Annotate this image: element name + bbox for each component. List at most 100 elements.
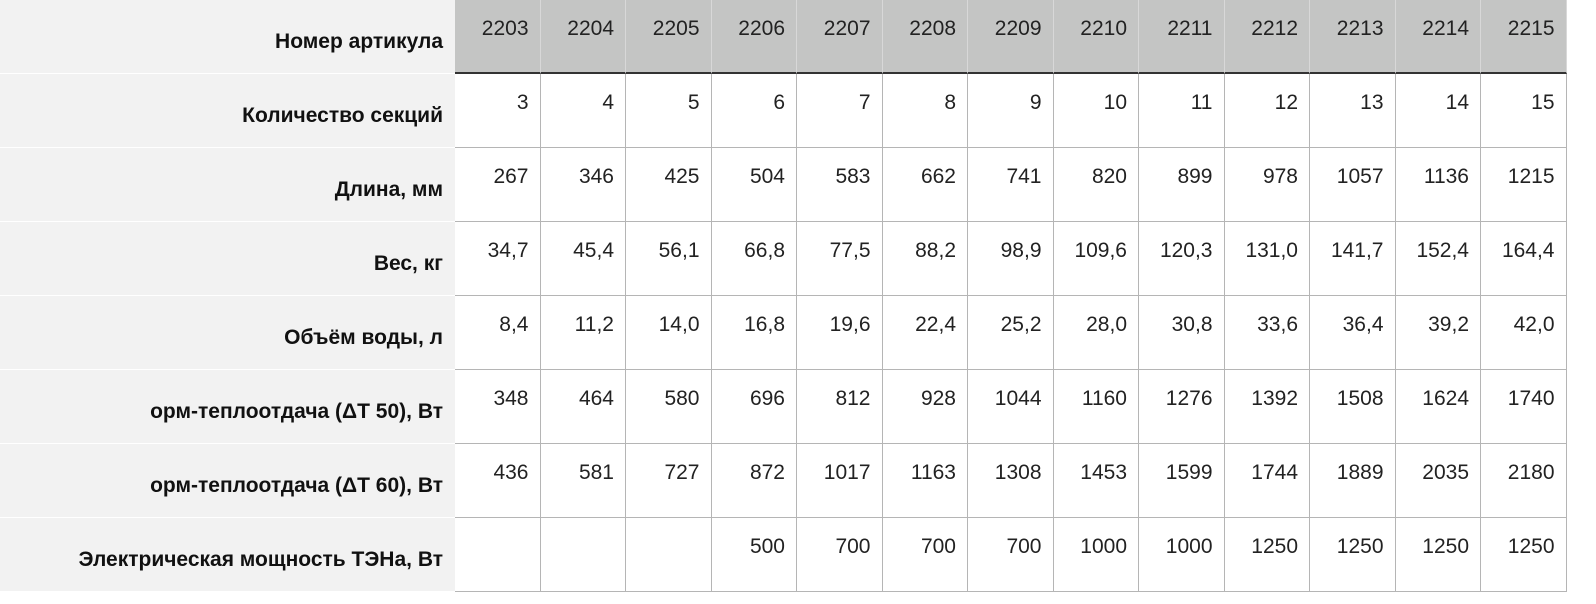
column-header: 2208 — [882, 0, 968, 74]
column-header: 2205 — [626, 0, 712, 74]
cell: 1308 — [968, 444, 1054, 518]
cell: 14,0 — [626, 296, 712, 370]
column-header: 2215 — [1481, 0, 1567, 74]
cell: 2035 — [1395, 444, 1481, 518]
cell: 696 — [711, 370, 797, 444]
cell: 141,7 — [1310, 222, 1396, 296]
cell: 88,2 — [882, 222, 968, 296]
column-header: 2204 — [540, 0, 626, 74]
cell: 25,2 — [968, 296, 1054, 370]
cell: 28,0 — [1053, 296, 1139, 370]
cell: 899 — [1139, 148, 1225, 222]
cell: 30,8 — [1139, 296, 1225, 370]
cell: 19,6 — [797, 296, 883, 370]
cell: 464 — [540, 370, 626, 444]
cell: 348 — [455, 370, 541, 444]
cell: 1136 — [1395, 148, 1481, 222]
cell: 1740 — [1481, 370, 1567, 444]
cell: 34,7 — [455, 222, 541, 296]
cell: 872 — [711, 444, 797, 518]
column-header: 2209 — [968, 0, 1054, 74]
cell — [455, 518, 541, 592]
column-header: 2211 — [1139, 0, 1225, 74]
cell: 14 — [1395, 74, 1481, 148]
cell: 1000 — [1139, 518, 1225, 592]
cell: 1163 — [882, 444, 968, 518]
cell: 267 — [455, 148, 541, 222]
row-label: Электрическая мощность ТЭНа, Вт — [0, 518, 455, 592]
header-label: Номер артикула — [0, 0, 455, 74]
cell: 346 — [540, 148, 626, 222]
cell: 1392 — [1224, 370, 1310, 444]
cell: 978 — [1224, 148, 1310, 222]
row-label: Вес, кг — [0, 222, 455, 296]
cell: 56,1 — [626, 222, 712, 296]
cell: 164,4 — [1481, 222, 1567, 296]
cell: 7 — [797, 74, 883, 148]
cell: 425 — [626, 148, 712, 222]
cell — [540, 518, 626, 592]
cell: 45,4 — [540, 222, 626, 296]
row-label: Объём воды, л — [0, 296, 455, 370]
column-header: 2207 — [797, 0, 883, 74]
cell: 16,8 — [711, 296, 797, 370]
cell: 5 — [626, 74, 712, 148]
cell: 581 — [540, 444, 626, 518]
cell: 1599 — [1139, 444, 1225, 518]
cell: 98,9 — [968, 222, 1054, 296]
cell: 1250 — [1310, 518, 1396, 592]
cell: 580 — [626, 370, 712, 444]
cell: 436 — [455, 444, 541, 518]
cell: 700 — [882, 518, 968, 592]
cell: 1017 — [797, 444, 883, 518]
cell: 152,4 — [1395, 222, 1481, 296]
row-label: Количество секций — [0, 74, 455, 148]
cell: 3 — [455, 74, 541, 148]
cell: 9 — [968, 74, 1054, 148]
cell: 820 — [1053, 148, 1139, 222]
cell: 700 — [968, 518, 1054, 592]
cell: 700 — [797, 518, 883, 592]
cell: 812 — [797, 370, 883, 444]
cell: 13 — [1310, 74, 1396, 148]
cell: 1508 — [1310, 370, 1396, 444]
column-header: 2213 — [1310, 0, 1396, 74]
cell: 36,4 — [1310, 296, 1396, 370]
column-header: 2206 — [711, 0, 797, 74]
cell: 1250 — [1224, 518, 1310, 592]
cell: 1744 — [1224, 444, 1310, 518]
cell: 11,2 — [540, 296, 626, 370]
cell: 109,6 — [1053, 222, 1139, 296]
cell: 1276 — [1139, 370, 1225, 444]
row-label: Длина, мм — [0, 148, 455, 222]
column-header: 2214 — [1395, 0, 1481, 74]
cell: 8,4 — [455, 296, 541, 370]
cell: 4 — [540, 74, 626, 148]
column-header: 2212 — [1224, 0, 1310, 74]
cell: 42,0 — [1481, 296, 1567, 370]
cell: 1160 — [1053, 370, 1139, 444]
cell: 928 — [882, 370, 968, 444]
cell: 33,6 — [1224, 296, 1310, 370]
cell: 727 — [626, 444, 712, 518]
column-header: 2203 — [455, 0, 541, 74]
cell: 6 — [711, 74, 797, 148]
cell: 1250 — [1395, 518, 1481, 592]
cell: 8 — [882, 74, 968, 148]
row-label: орм-теплоотдача (ΔT 60), Вт — [0, 444, 455, 518]
cell: 120,3 — [1139, 222, 1225, 296]
cell: 22,4 — [882, 296, 968, 370]
cell: 1215 — [1481, 148, 1567, 222]
cell: 583 — [797, 148, 883, 222]
cell: 1453 — [1053, 444, 1139, 518]
cell — [626, 518, 712, 592]
cell: 504 — [711, 148, 797, 222]
cell: 11 — [1139, 74, 1225, 148]
cell: 15 — [1481, 74, 1567, 148]
cell: 39,2 — [1395, 296, 1481, 370]
cell: 10 — [1053, 74, 1139, 148]
cell: 77,5 — [797, 222, 883, 296]
cell: 66,8 — [711, 222, 797, 296]
column-header: 2210 — [1053, 0, 1139, 74]
cell: 1057 — [1310, 148, 1396, 222]
